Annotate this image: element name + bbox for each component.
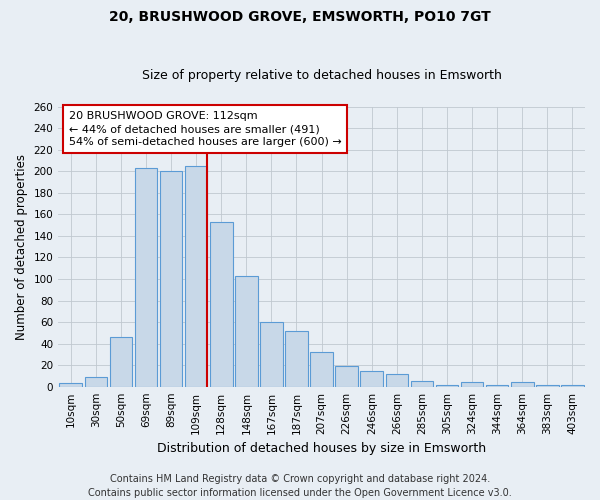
Bar bbox=[536, 384, 559, 386]
Y-axis label: Number of detached properties: Number of detached properties bbox=[15, 154, 28, 340]
Bar bbox=[210, 222, 233, 386]
Text: 20 BRUSHWOOD GROVE: 112sqm
← 44% of detached houses are smaller (491)
54% of sem: 20 BRUSHWOOD GROVE: 112sqm ← 44% of deta… bbox=[69, 111, 341, 148]
Bar bbox=[285, 330, 308, 386]
Bar bbox=[486, 384, 508, 386]
Text: 20, BRUSHWOOD GROVE, EMSWORTH, PO10 7GT: 20, BRUSHWOOD GROVE, EMSWORTH, PO10 7GT bbox=[109, 10, 491, 24]
Bar bbox=[436, 384, 458, 386]
Bar bbox=[110, 337, 132, 386]
Bar bbox=[511, 382, 533, 386]
Bar bbox=[461, 382, 484, 386]
Text: Contains HM Land Registry data © Crown copyright and database right 2024.
Contai: Contains HM Land Registry data © Crown c… bbox=[88, 474, 512, 498]
Bar bbox=[561, 384, 584, 386]
Bar bbox=[260, 322, 283, 386]
Bar bbox=[361, 370, 383, 386]
X-axis label: Distribution of detached houses by size in Emsworth: Distribution of detached houses by size … bbox=[157, 442, 486, 455]
Bar bbox=[410, 382, 433, 386]
Bar bbox=[386, 374, 408, 386]
Bar bbox=[160, 172, 182, 386]
Bar bbox=[85, 377, 107, 386]
Bar bbox=[134, 168, 157, 386]
Bar bbox=[235, 276, 257, 386]
Bar bbox=[59, 384, 82, 386]
Bar bbox=[185, 166, 208, 386]
Title: Size of property relative to detached houses in Emsworth: Size of property relative to detached ho… bbox=[142, 69, 502, 82]
Bar bbox=[335, 366, 358, 386]
Bar bbox=[310, 352, 333, 386]
